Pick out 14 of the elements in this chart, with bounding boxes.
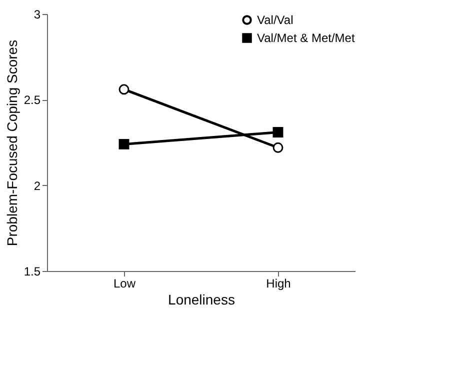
- point: [118, 138, 130, 150]
- y-axis-title: Problem-Focused Coping Scores: [4, 40, 20, 246]
- x-tick-label: High: [266, 276, 291, 290]
- point: [272, 142, 284, 153]
- legend-label: Val/Met & Met/Met: [257, 31, 356, 45]
- legend-label: Val/Val: [257, 13, 294, 27]
- point: [118, 84, 130, 95]
- y-tick-label: 3: [34, 8, 41, 22]
- point: [272, 127, 284, 138]
- y-tick-label: 1.5: [24, 264, 41, 278]
- x-tick-label: Low: [113, 276, 136, 290]
- y-tick-label: 2.5: [24, 93, 41, 108]
- x-axis-title: Loneliness: [168, 292, 235, 308]
- y-tick-label: 2: [34, 178, 41, 193]
